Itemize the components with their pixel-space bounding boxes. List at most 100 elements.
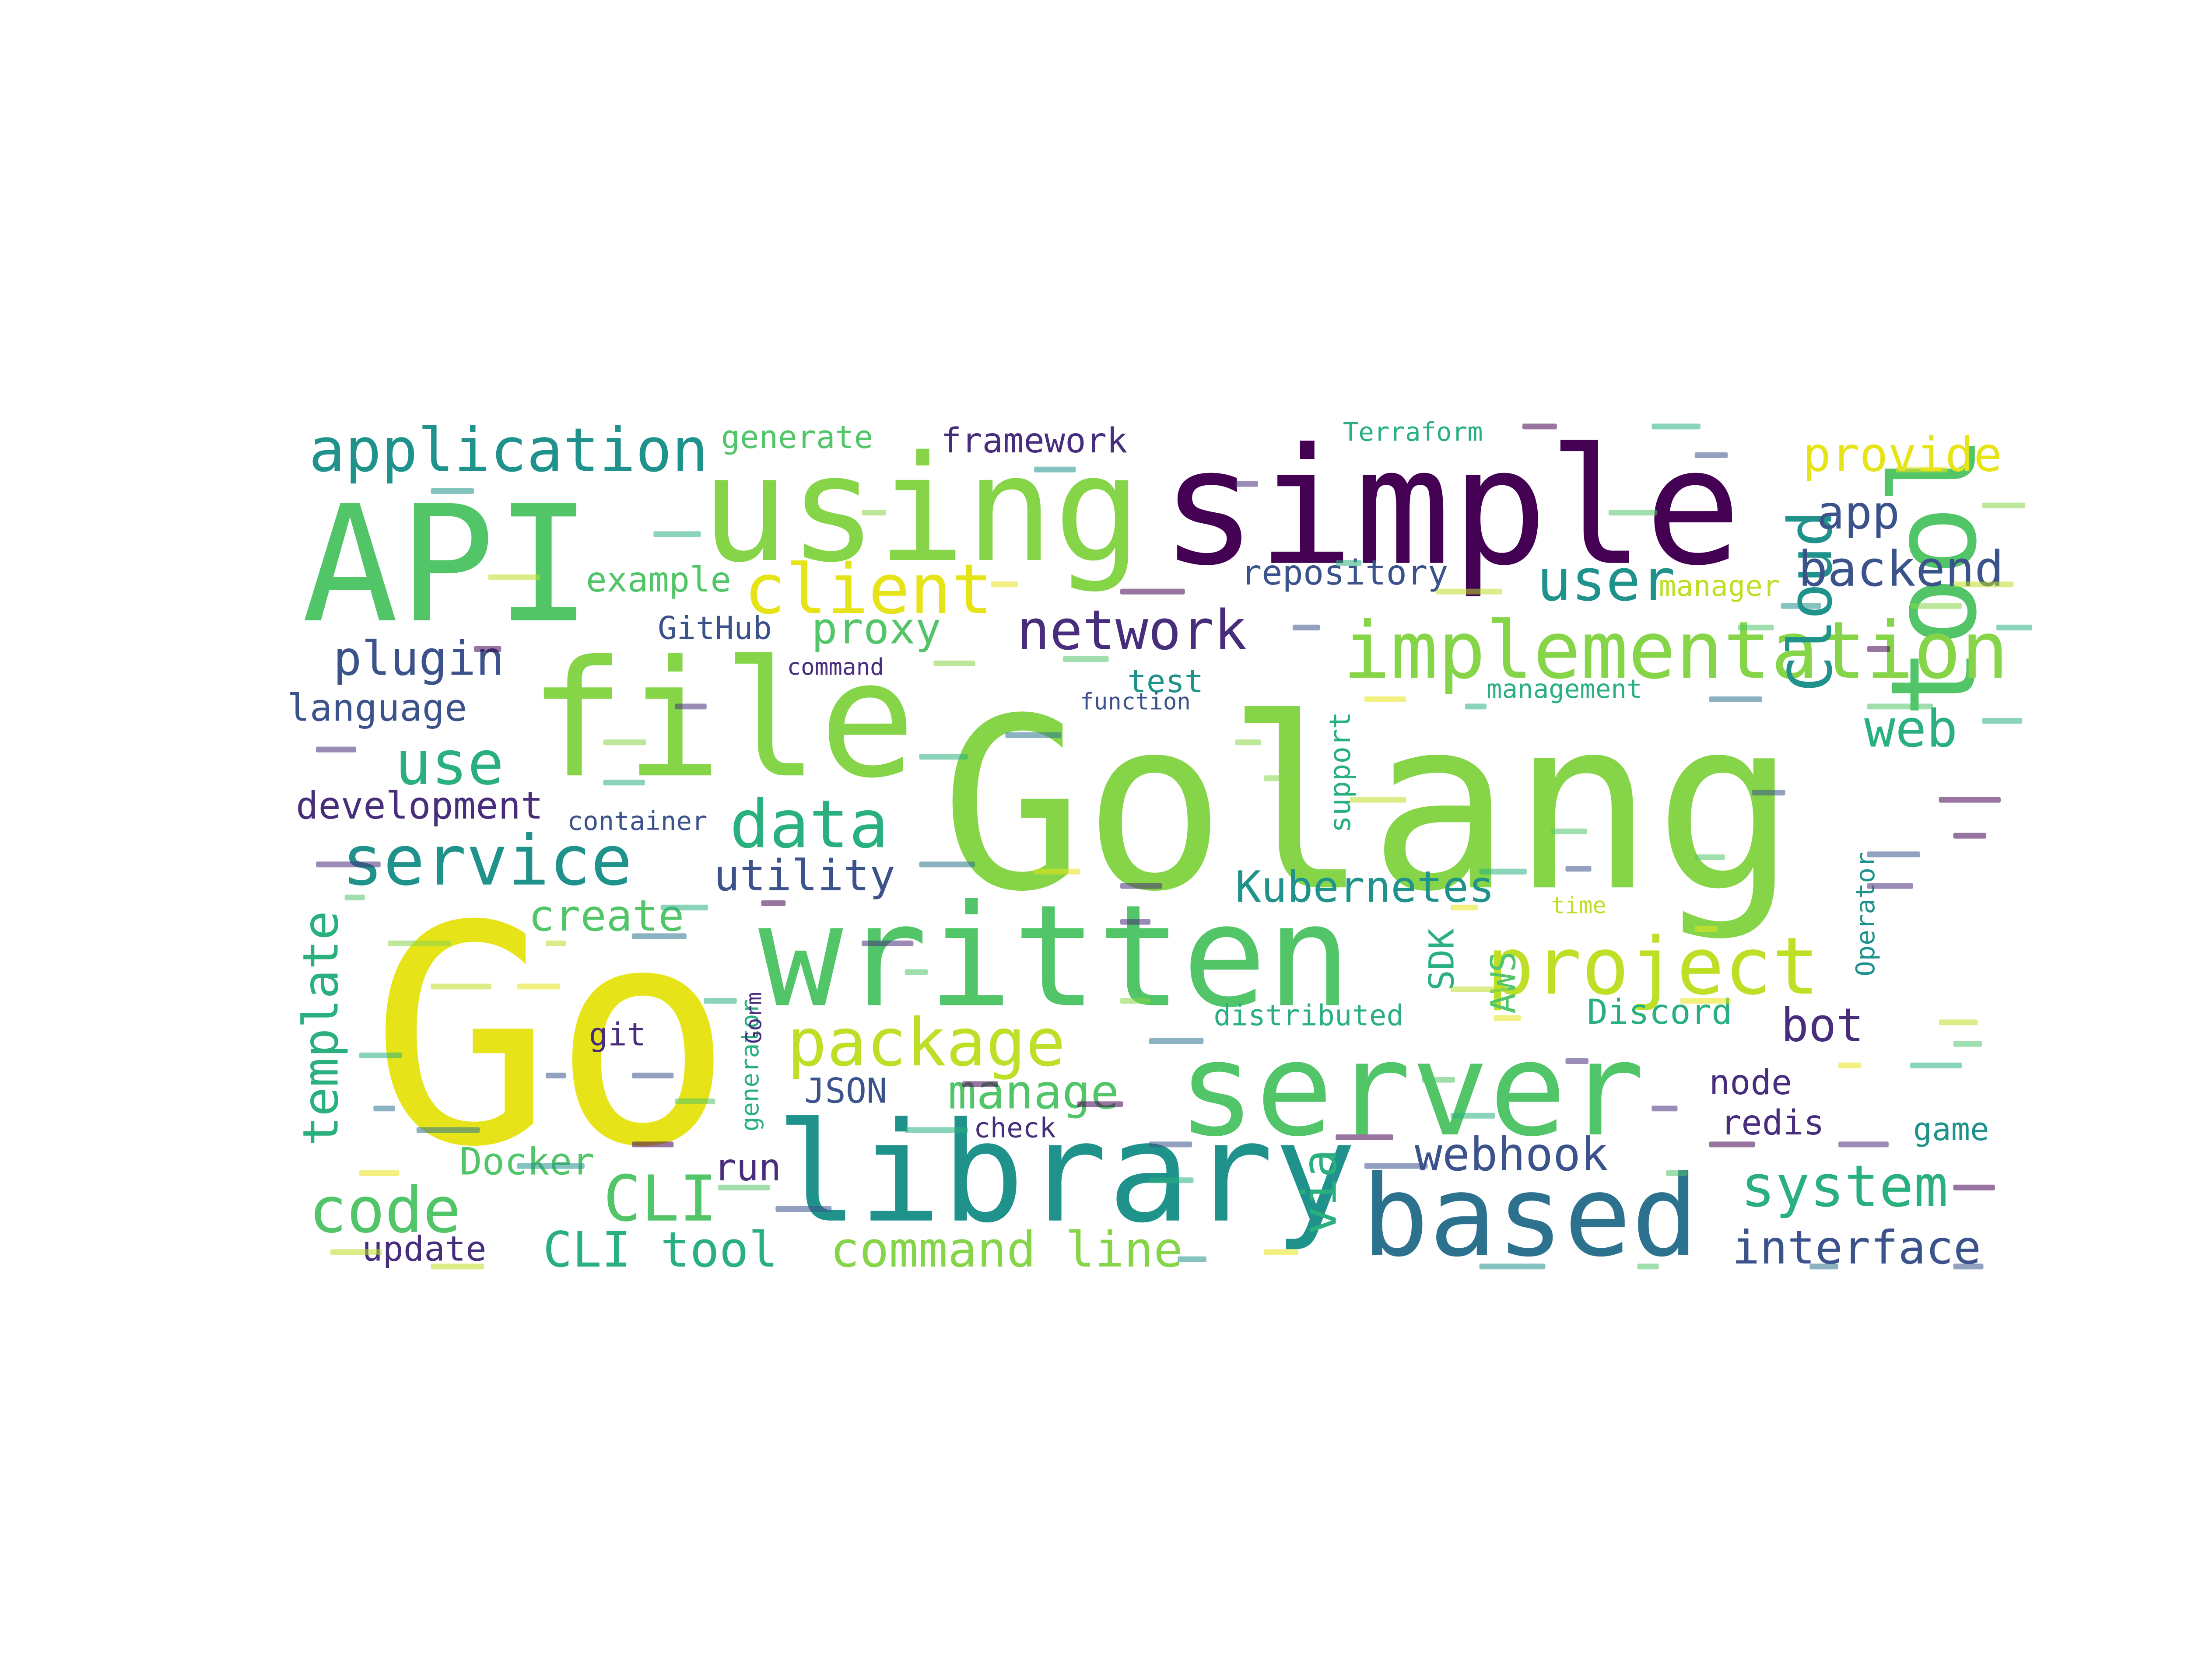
cloud-fine-print-mark xyxy=(388,940,451,946)
cloud-fine-print-mark xyxy=(546,940,566,946)
cloud-word-gorm: Gorm xyxy=(741,992,766,1044)
cloud-fine-print-mark xyxy=(546,1072,566,1078)
cloud-fine-print-mark xyxy=(1336,1134,1393,1140)
cloud-fine-print-mark xyxy=(1939,797,2001,803)
cloud-word-manage: manage xyxy=(948,1064,1119,1120)
cloud-word-using: using xyxy=(701,424,1142,595)
cloud-word-support: support xyxy=(1324,712,1357,833)
cloud-word-based: based xyxy=(1361,1152,1699,1282)
cloud-fine-print-mark xyxy=(431,488,474,494)
cloud-word-cli-tool: CLI tool xyxy=(543,1222,778,1278)
cloud-fine-print-mark xyxy=(488,574,540,580)
cloud-fine-print-mark xyxy=(1350,797,1406,803)
cloud-fine-print-mark xyxy=(718,1184,770,1190)
cloud-fine-print-mark xyxy=(1666,1170,1688,1176)
cloud-fine-print-mark xyxy=(603,780,645,786)
cloud-fine-print-mark xyxy=(632,1072,674,1078)
cloud-fine-print-mark xyxy=(675,1098,715,1104)
cloud-word-docker: Docker xyxy=(459,1141,594,1184)
cloud-fine-print-mark xyxy=(1709,696,1763,702)
cloud-fine-print-mark xyxy=(1149,1038,1204,1044)
cloud-word-command-line: command line xyxy=(830,1222,1183,1278)
cloud-fine-print-mark xyxy=(1264,1249,1298,1255)
cloud-fine-print-mark xyxy=(905,969,928,975)
cloud-word-application: application xyxy=(309,415,708,486)
cloud-fine-print-mark xyxy=(1062,656,1109,662)
cloud-fine-print-mark xyxy=(1264,775,1296,781)
cloud-fine-print-mark xyxy=(1235,739,1261,746)
cloud-word-generator: generator xyxy=(736,999,764,1131)
cloud-fine-print-mark xyxy=(344,894,365,900)
cloud-word-kubernetes: Kubernetes xyxy=(1235,862,1495,912)
cloud-fine-print-mark xyxy=(1910,603,1962,609)
cloud-fine-print-mark xyxy=(1752,790,1785,796)
cloud-word-written: written xyxy=(758,874,1352,1038)
cloud-fine-print-mark xyxy=(474,646,501,652)
cloud-fine-print-mark xyxy=(1809,1264,1839,1270)
cloud-fine-print-mark xyxy=(1292,624,1320,630)
cloud-word-cloud: Cloud xyxy=(1775,511,1846,692)
cloud-fine-print-mark xyxy=(1005,732,1062,738)
cloud-fine-print-mark xyxy=(1709,1141,1755,1148)
cloud-fine-print-mark xyxy=(416,1127,480,1133)
cloud-word-function: function xyxy=(1080,688,1191,715)
cloud-fine-print-mark xyxy=(1867,851,1921,858)
cloud-fine-print-mark xyxy=(1838,1062,1862,1068)
cloud-word-test: test xyxy=(1127,663,1203,700)
cloud-word-manager: manager xyxy=(1659,570,1780,603)
cloud-word-implementation: implementation xyxy=(1343,604,2009,696)
cloud-fine-print-mark xyxy=(1479,1264,1546,1270)
cloud-fine-print-mark xyxy=(704,998,737,1004)
cloud-word-json: JSON xyxy=(804,1071,887,1111)
cloud-word-simple: simple xyxy=(1161,414,1742,601)
cloud-fine-print-mark xyxy=(1336,560,1362,566)
cloud-fine-print-mark xyxy=(1867,883,1913,889)
cloud-fine-print-mark xyxy=(1120,883,1162,889)
cloud-word-repository: repository xyxy=(1241,553,1448,593)
cloud-fine-print-mark xyxy=(603,739,646,746)
cloud-fine-print-mark xyxy=(905,1127,968,1133)
cloud-word-webhook: webhook xyxy=(1415,1128,1609,1181)
cloud-word-system: system xyxy=(1741,1153,1948,1220)
cloud-word-language: language xyxy=(287,687,467,730)
cloud-fine-print-mark xyxy=(1953,833,1987,839)
cloud-word-golang: Golang xyxy=(941,667,1797,943)
cloud-word-framework: framework xyxy=(941,420,1128,461)
cloud-word-management: management xyxy=(1487,674,1642,704)
cloud-fine-print-mark xyxy=(1953,1264,1984,1270)
cloud-fine-print-mark xyxy=(1364,1163,1428,1169)
cloud-word-provide: provide xyxy=(1802,427,2002,483)
cloud-word-development: development xyxy=(296,784,543,828)
cloud-word-plugin: plugin xyxy=(333,631,504,686)
cloud-fine-print-mark xyxy=(862,510,887,516)
cloud-fine-print-mark xyxy=(316,861,381,868)
cloud-fine-print-mark xyxy=(1422,1077,1455,1083)
cloud-word-package: package xyxy=(787,1004,1066,1081)
cloud-fine-print-mark xyxy=(991,581,1018,588)
cloud-fine-print-mark xyxy=(1996,624,2033,630)
cloud-fine-print-mark xyxy=(632,1141,674,1148)
cloud-word-server: server xyxy=(1178,1015,1645,1165)
cloud-fine-print-mark xyxy=(330,1249,382,1255)
cloud-word-example: example xyxy=(586,560,731,600)
cloud-fine-print-mark xyxy=(962,1081,999,1087)
cloud-fine-print-mark xyxy=(359,1170,400,1176)
cloud-fine-print-mark xyxy=(431,1264,484,1270)
cloud-fine-print-mark xyxy=(653,531,701,537)
cloud-word-library: library xyxy=(775,1093,1357,1253)
cloud-word-service: service xyxy=(342,821,632,901)
cloud-words: GolangGosimpleusingAPIfilewrittenserverl… xyxy=(287,414,2009,1282)
cloud-fine-print-mark xyxy=(1953,1184,1995,1190)
cloud-word-run: run xyxy=(714,1146,781,1190)
cloud-fine-print-mark xyxy=(1867,646,1890,652)
cloud-fine-print-mark xyxy=(775,1206,832,1212)
cloud-fine-print-mark xyxy=(1450,904,1478,910)
cloud-fine-print-mark xyxy=(1680,998,1731,1004)
cloud-word-file: file xyxy=(529,626,916,813)
cloud-fine-print-mark xyxy=(632,933,687,939)
cloud-word-generate: generate xyxy=(721,419,873,456)
cloud-fine-print-mark xyxy=(1235,481,1259,487)
cloud-fine-print-mark xyxy=(1178,1256,1206,1262)
